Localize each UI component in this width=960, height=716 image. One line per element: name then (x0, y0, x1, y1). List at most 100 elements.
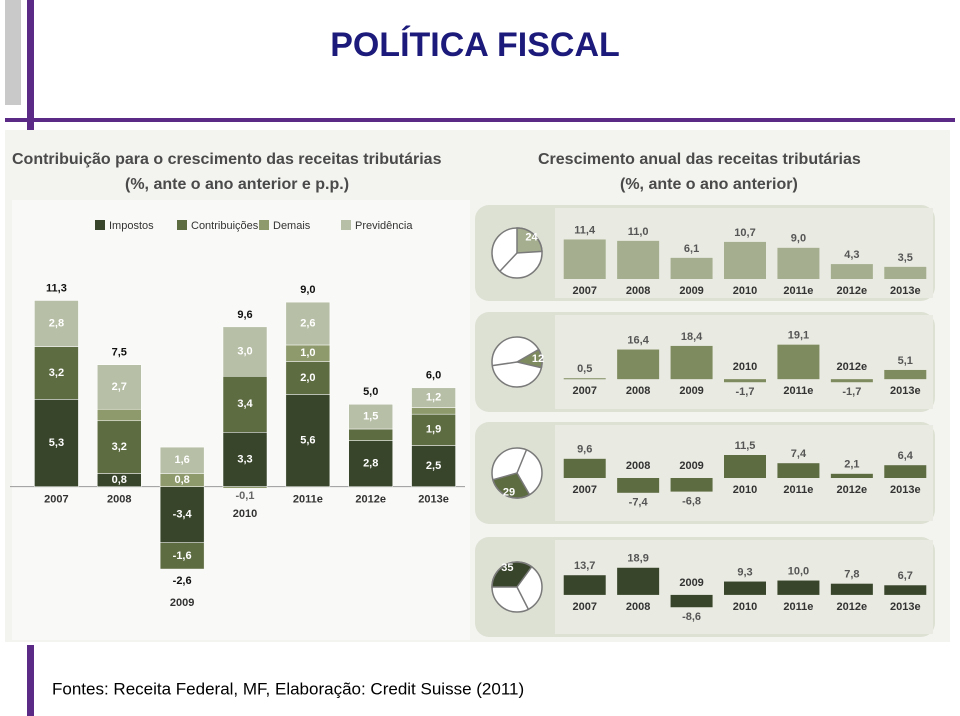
value-label: 10,0 (788, 565, 809, 577)
pie-wedge (491, 472, 531, 499)
bar-segment (348, 428, 393, 441)
value-label: 2,8 (363, 458, 378, 470)
pie-divider (516, 449, 528, 474)
x-tick-label: 2010 (233, 508, 257, 520)
value-label: -1,7 (736, 386, 755, 398)
bar-segment (97, 364, 142, 410)
value-label: 11,0 (628, 226, 649, 238)
bar (830, 473, 873, 478)
value-label: -7,4 (629, 497, 649, 509)
value-label: 1,5 (363, 411, 378, 423)
value-label: 2,7 (112, 381, 127, 393)
x-tick-label: 2012e (837, 601, 868, 613)
x-tick-label: 2012e (355, 494, 386, 506)
bar-segment (285, 394, 331, 487)
x-tick-label: 2013e (418, 494, 449, 506)
bar (670, 257, 713, 279)
value-label: 0,8 (174, 474, 189, 486)
pie-label: 24 (525, 231, 538, 243)
bar-segment (285, 301, 331, 346)
x-tick-label: 2008 (626, 460, 650, 472)
chart-subtitle: (%, ante o ano anterior) (620, 176, 798, 193)
bar-segment (222, 486, 268, 489)
pie-label: 29 (503, 487, 515, 499)
value-label: 7,4 (791, 448, 807, 460)
slide-title: POLÍTICA FISCAL (330, 26, 620, 64)
bar (884, 266, 927, 279)
pie-wedge (514, 348, 543, 369)
x-tick-label: 2011e (783, 601, 813, 613)
value-label: 1,6 (174, 454, 189, 466)
value-label: 19,1 (788, 330, 809, 342)
value-label: 2,6 (300, 317, 315, 329)
chart-title: Contribuição para o crescimento das rece… (12, 151, 442, 168)
x-tick-label: 2009 (170, 597, 194, 609)
bar-segment (159, 446, 205, 474)
value-label: 10,7 (734, 227, 755, 239)
value-label: 3,2 (49, 367, 64, 379)
total-label: 7,5 (112, 347, 127, 359)
value-label: 18,9 (627, 553, 648, 565)
bar (724, 581, 766, 595)
bar (617, 478, 660, 493)
legend-swatch (177, 220, 187, 230)
value-label: -0,1 (236, 490, 255, 502)
bar (777, 463, 820, 478)
bar (563, 239, 606, 279)
x-tick-label: 2009 (679, 460, 703, 472)
bar-segment (411, 445, 456, 487)
bar-segment (285, 361, 331, 395)
x-tick-label: 2007 (572, 285, 596, 297)
value-label: 0,8 (112, 474, 127, 486)
bar (724, 455, 766, 478)
x-tick-label: 2008 (107, 494, 131, 506)
bar-segment (222, 326, 268, 377)
x-tick-label: 2012e (837, 361, 868, 373)
bar (884, 585, 927, 595)
chart-subtitle: (%, ante o ano anterior e p.p.) (125, 176, 349, 193)
x-tick-label: 2009 (679, 577, 703, 589)
pie-wedge (516, 227, 543, 254)
x-tick-label: 2010 (733, 361, 757, 373)
bar (830, 264, 873, 279)
total-label: 9,0 (300, 284, 315, 296)
value-label: -8,6 (682, 611, 701, 623)
total-label: 9,6 (237, 309, 252, 321)
x-tick-label: 2013e (890, 285, 921, 297)
legend-swatch (341, 220, 351, 230)
value-label: 9,0 (791, 233, 806, 245)
legend-swatch (259, 220, 269, 230)
x-tick-label: 2010 (733, 601, 757, 613)
value-label: 11,5 (735, 440, 756, 452)
bar-segment (34, 300, 79, 347)
pie-label: 35 (501, 562, 513, 574)
legend-label: Impostos (109, 220, 154, 232)
bar (777, 247, 820, 279)
pie-wedge (491, 561, 533, 588)
bar (670, 594, 713, 608)
value-label: 6,1 (684, 243, 699, 255)
decor-line (5, 118, 955, 122)
legend-swatch (95, 220, 105, 230)
x-tick-label: 2008 (626, 601, 650, 613)
x-tick-label: 2011e (783, 385, 813, 397)
bar-segment (348, 404, 393, 430)
bar-segment (97, 408, 142, 422)
value-label: 2,5 (426, 460, 441, 472)
bar-segment (159, 486, 205, 543)
value-label: 2,1 (844, 459, 859, 471)
decor-bar (27, 645, 34, 716)
bar (670, 478, 713, 492)
value-label: 9,3 (737, 566, 752, 578)
bar-segment (222, 376, 268, 433)
bar (563, 378, 606, 380)
x-tick-label: 2007 (44, 494, 68, 506)
bar (777, 580, 820, 595)
decor-bar (27, 0, 34, 130)
x-tick-label: 2009 (679, 385, 703, 397)
total-label: 11,3 (46, 282, 67, 294)
value-label: 6,4 (898, 450, 914, 462)
x-tick-label: 2012e (837, 484, 868, 496)
total-label: -2,6 (173, 575, 192, 587)
decor-block (5, 0, 21, 105)
